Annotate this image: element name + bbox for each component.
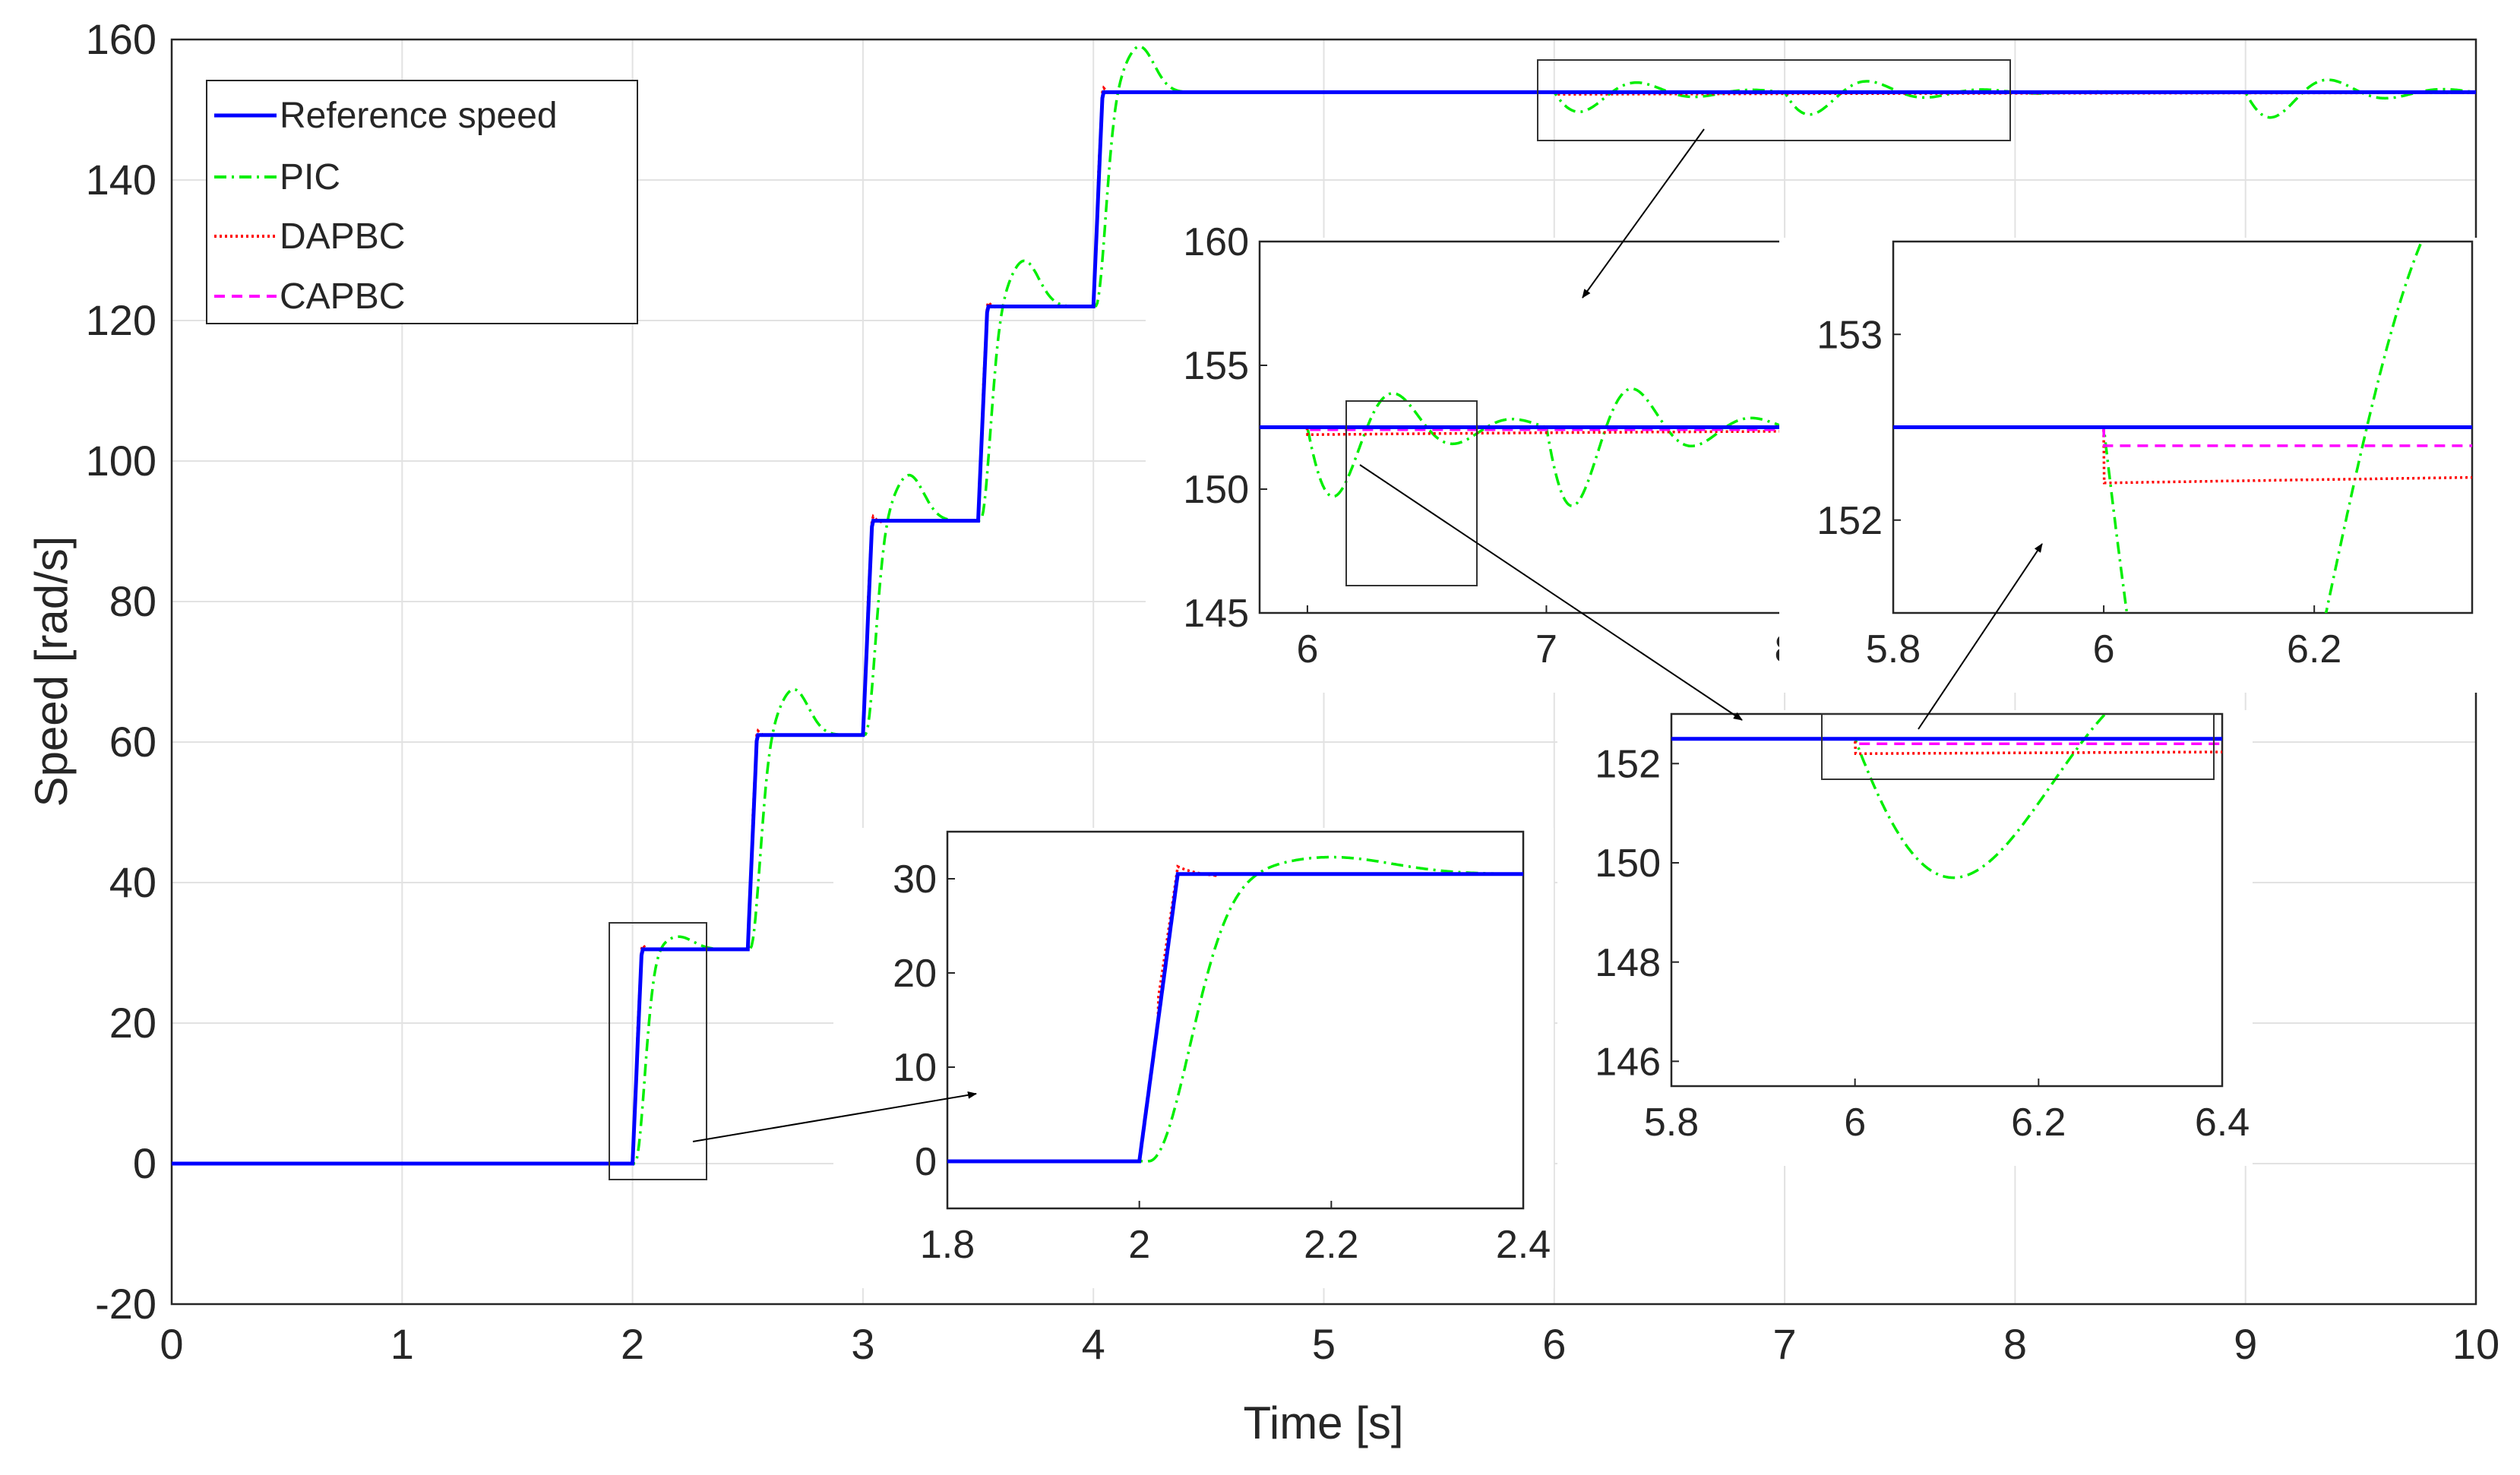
inset-a-ytick-label: 20	[893, 952, 937, 996]
legend-box	[206, 80, 638, 324]
y-axis-label: Speed [rad/s]	[26, 536, 77, 807]
legend-label-capbc: CAPBC	[280, 276, 405, 317]
inset-a-ytick-label: 30	[893, 858, 937, 902]
inset-c-xtick-label: 5.8	[1644, 1101, 1699, 1145]
main-xtick-label: 0	[160, 1320, 183, 1368]
inset-c-xtick-label: 6	[1844, 1101, 1866, 1145]
legend: Reference speed PIC DAPBC CAPBC	[206, 80, 638, 324]
inset-d-xtick-label: 6	[2093, 627, 2115, 671]
inset-a: 1.8 2 2.2 2.4 0 10 20 30	[833, 828, 1554, 1288]
arrow-to-inset-d	[1918, 543, 2043, 730]
main-xtick-label: 4	[1082, 1320, 1105, 1368]
legend-entry-dapbc: DAPBC	[214, 216, 405, 257]
main-series	[172, 45, 2476, 1166]
inset-c-ytick-label: 146	[1595, 1041, 1661, 1085]
x-axis-label: Time [s]	[1243, 1398, 1403, 1448]
inset-b-xtick-label: 6	[1296, 627, 1318, 671]
inset-b-xtick-label: 7	[1535, 627, 1557, 671]
inset-d: 5.8 6 6.2 152 153	[1779, 238, 2503, 693]
legend-entry-reference: Reference speed	[214, 96, 558, 136]
main-xtick-label: 10	[2452, 1320, 2499, 1368]
inset-d-xtick-label: 5.8	[1866, 627, 1921, 671]
legend-entry-pic: PIC	[214, 157, 340, 197]
inset-c-ytick-label: 150	[1595, 842, 1661, 886]
main-xtick-label: 6	[1542, 1320, 1566, 1368]
inset-d-ytick-label: 153	[1816, 313, 1883, 357]
inset-a-ytick-label: 0	[915, 1140, 937, 1184]
main-ytick-label: 120	[86, 296, 157, 344]
main-ytick-label: 160	[86, 15, 157, 63]
inset-a-line-reference-speed	[947, 872, 1523, 1164]
inset-d-line-pic	[1893, 242, 2424, 613]
main-ytick-label: 40	[109, 858, 157, 906]
inset-d-ytick-label: 152	[1816, 499, 1883, 543]
zoom-box-a	[609, 922, 707, 1180]
inset-c-xtick-label: 6.4	[2195, 1101, 2250, 1145]
main-xtick-label: 9	[2234, 1320, 2257, 1368]
main-ytick-label: 20	[109, 999, 157, 1047]
inset-b-ytick-label: 150	[1183, 468, 1249, 512]
inset-c-frame	[1670, 712, 2224, 1088]
arrow-to-inset-c	[1359, 464, 1743, 721]
inset-a-xtick-label: 2.4	[1496, 1223, 1551, 1267]
inset-c: 5.8 6 6.2 6.4 146 148 150 152	[1557, 710, 2253, 1166]
main-ytick-label: 140	[86, 156, 157, 204]
inset-b-ytick-label: 160	[1183, 220, 1249, 264]
legend-label-pic: PIC	[280, 157, 340, 197]
zoom-box-c	[1345, 400, 1478, 586]
zoom-box-d	[1821, 713, 2215, 780]
inset-a-xtick-label: 2	[1128, 1223, 1150, 1267]
inset-a-xtick-label: 1.8	[920, 1223, 975, 1267]
inset-b-line-pic	[1260, 387, 1785, 507]
main-xtick-label: 5	[1312, 1320, 1336, 1368]
arrow-to-inset-b	[1582, 128, 1705, 298]
inset-b-line-capbc	[1260, 425, 1785, 431]
main-xtick-label: 2	[621, 1320, 644, 1368]
main-xtick-label: 8	[2003, 1320, 2027, 1368]
inset-b-ytick-label: 155	[1183, 344, 1249, 388]
inset-c-line-pic	[1671, 714, 2107, 880]
main-xtick-label: 7	[1773, 1320, 1797, 1368]
inset-c-xtick-label: 6.2	[2011, 1101, 2066, 1145]
inset-a-xtick-label: 2.2	[1304, 1223, 1358, 1267]
legend-label-reference: Reference speed	[280, 96, 558, 136]
inset-c-ytick-label: 152	[1595, 743, 1661, 787]
inset-b: 678145150155160	[1146, 220, 1816, 693]
inset-a-frame	[946, 830, 1525, 1210]
main-ytick-label: -20	[95, 1280, 157, 1328]
main-xtick-label: 1	[390, 1320, 414, 1368]
main-ytick-label: 100	[86, 437, 157, 485]
inset-b-ytick-label: 145	[1183, 592, 1249, 636]
zoom-box-b	[1537, 59, 2011, 141]
inset-c-ytick-label: 148	[1595, 941, 1661, 985]
main-ytick-label: 80	[109, 577, 157, 625]
main-line-reference-speed	[172, 90, 2476, 1166]
inset-a-ytick-label: 10	[893, 1046, 937, 1090]
main-ytick-label: 0	[133, 1139, 157, 1187]
main-xtick-label: 3	[851, 1320, 874, 1368]
arrow-to-inset-a	[692, 1091, 977, 1142]
legend-label-dapbc: DAPBC	[280, 216, 405, 257]
inset-a-line-pic	[947, 855, 1523, 1163]
inset-d-xtick-label: 6.2	[2287, 627, 2341, 671]
main-ytick-label: 60	[109, 718, 157, 766]
legend-entry-capbc: CAPBC	[214, 276, 405, 317]
